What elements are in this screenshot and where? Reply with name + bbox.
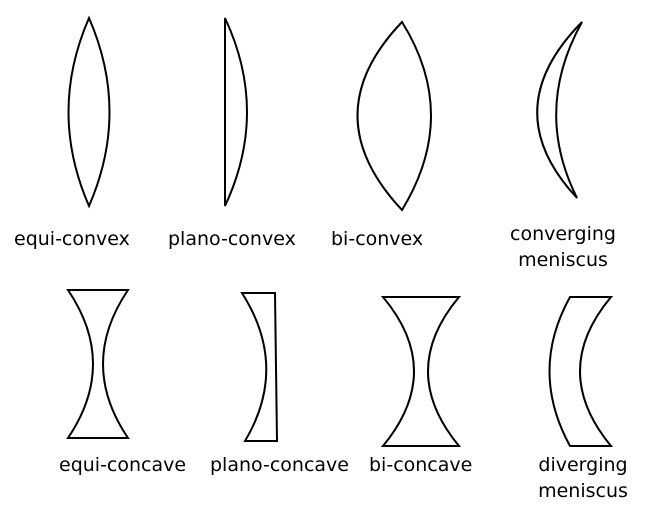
plano-concave-lens: [240, 292, 279, 442]
converging-meniscus-label: converging meniscus: [493, 221, 633, 273]
bi-concave-lens: [380, 296, 462, 447]
converging-meniscus-label-line1: converging: [510, 223, 616, 245]
equi-concave-label: equi-concave: [59, 454, 187, 476]
bi-concave-label: bi-concave: [369, 454, 473, 476]
converging-meniscus-label-line2: meniscus: [518, 249, 608, 271]
diverging-meniscus-label: diverging meniscus: [513, 452, 653, 504]
plano-concave-label: plano-concave: [210, 454, 349, 476]
diverging-meniscus-label-line2: meniscus: [538, 480, 628, 502]
diverging-meniscus-lens: [548, 296, 614, 447]
plano-convex-label: plano-convex: [168, 228, 296, 250]
equi-convex-label: equi-convex: [14, 228, 130, 250]
equi-concave-lens: [66, 289, 130, 439]
diverging-meniscus-label-line1: diverging: [538, 454, 628, 476]
converging-meniscus-lens: [536, 21, 583, 199]
bi-convex-label: bi-convex: [331, 228, 424, 250]
bi-convex-lens: [356, 20, 432, 212]
equi-convex-lens: [67, 15, 111, 209]
plano-convex-lens: [224, 17, 248, 207]
